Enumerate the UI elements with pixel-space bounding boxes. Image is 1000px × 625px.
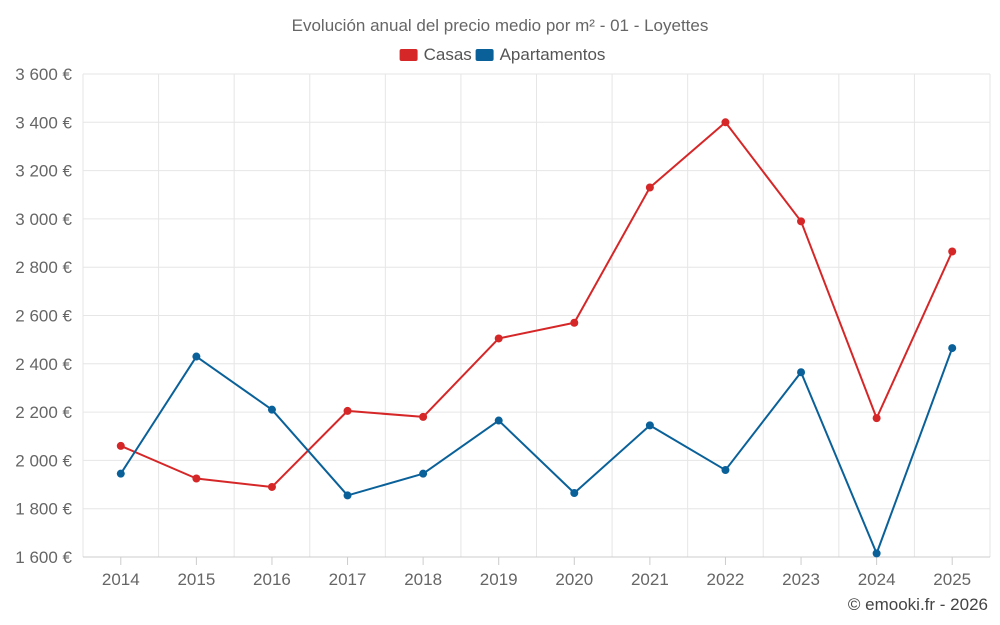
x-tick-label: 2018 — [404, 570, 442, 589]
data-point[interactable] — [721, 118, 730, 127]
y-tick-label: 2 800 € — [15, 258, 72, 277]
x-tick-label: 2019 — [480, 570, 518, 589]
data-point[interactable] — [948, 247, 957, 256]
data-point[interactable] — [645, 421, 654, 430]
data-point[interactable] — [192, 352, 201, 361]
x-tick-label: 2022 — [707, 570, 745, 589]
x-tick-label: 2020 — [555, 570, 593, 589]
data-point[interactable] — [872, 549, 881, 558]
y-tick-label: 2 000 € — [15, 451, 72, 470]
y-tick-label: 3 200 € — [15, 162, 72, 181]
series-apartamentos — [116, 344, 957, 558]
x-tick-label: 2015 — [177, 570, 215, 589]
series-line — [120, 121, 954, 488]
data-point[interactable] — [343, 406, 352, 415]
data-point[interactable] — [116, 441, 125, 450]
y-tick-label: 2 400 € — [15, 355, 72, 374]
y-tick-label: 1 600 € — [15, 548, 72, 567]
x-tick-label: 2023 — [782, 570, 820, 589]
grid — [82, 73, 991, 558]
x-tick-label: 2016 — [253, 570, 291, 589]
data-point[interactable] — [797, 368, 806, 377]
legend-item-apartamentos[interactable]: Apartamentos — [475, 45, 606, 64]
data-point[interactable] — [797, 217, 806, 226]
data-point[interactable] — [267, 482, 276, 491]
legend-swatch — [475, 49, 494, 61]
legend-label: Casas — [424, 45, 472, 64]
legend-swatch — [399, 49, 418, 61]
data-point[interactable] — [192, 474, 201, 483]
data-point[interactable] — [570, 318, 579, 327]
series — [116, 118, 957, 558]
y-tick-label: 1 800 € — [15, 500, 72, 519]
axes: 1 600 € 1 800 € 2 000 € 2 200 € 2 400 € 2 600… — [15, 65, 990, 589]
y-tick-label: 3 600 € — [15, 65, 72, 84]
credit-text: © emooki.fr - 2026 — [848, 595, 988, 614]
legend-item-casas[interactable]: Casas — [399, 45, 472, 64]
x-tick-label: 2014 — [102, 570, 140, 589]
data-point[interactable] — [494, 416, 503, 425]
y-tick-label: 3 400 € — [15, 113, 72, 132]
data-point[interactable] — [419, 412, 428, 421]
y-tick-label: 3 000 € — [15, 210, 72, 229]
x-tick-label: 2024 — [858, 570, 896, 589]
data-point[interactable] — [116, 469, 125, 478]
y-tick-label: 2 600 € — [15, 307, 72, 326]
y-tick-label: 2 200 € — [15, 403, 72, 422]
data-point[interactable] — [948, 344, 957, 353]
chart-title: Evolución anual del precio medio por m² … — [292, 16, 709, 35]
data-point[interactable] — [721, 466, 730, 475]
data-point[interactable] — [267, 405, 276, 414]
x-tick-label: 2021 — [631, 570, 669, 589]
data-point[interactable] — [343, 491, 352, 500]
data-point[interactable] — [570, 489, 579, 498]
series-casas — [116, 118, 957, 491]
data-point[interactable] — [872, 414, 881, 423]
data-point[interactable] — [494, 334, 503, 343]
data-point[interactable] — [419, 469, 428, 478]
x-tick-label: 2025 — [933, 570, 971, 589]
x-tick-label: 2017 — [329, 570, 367, 589]
series-line — [119, 347, 954, 555]
data-point[interactable] — [645, 183, 654, 192]
legend[interactable]: Casas Apartamentos — [399, 45, 606, 64]
legend-label: Apartamentos — [500, 45, 606, 64]
